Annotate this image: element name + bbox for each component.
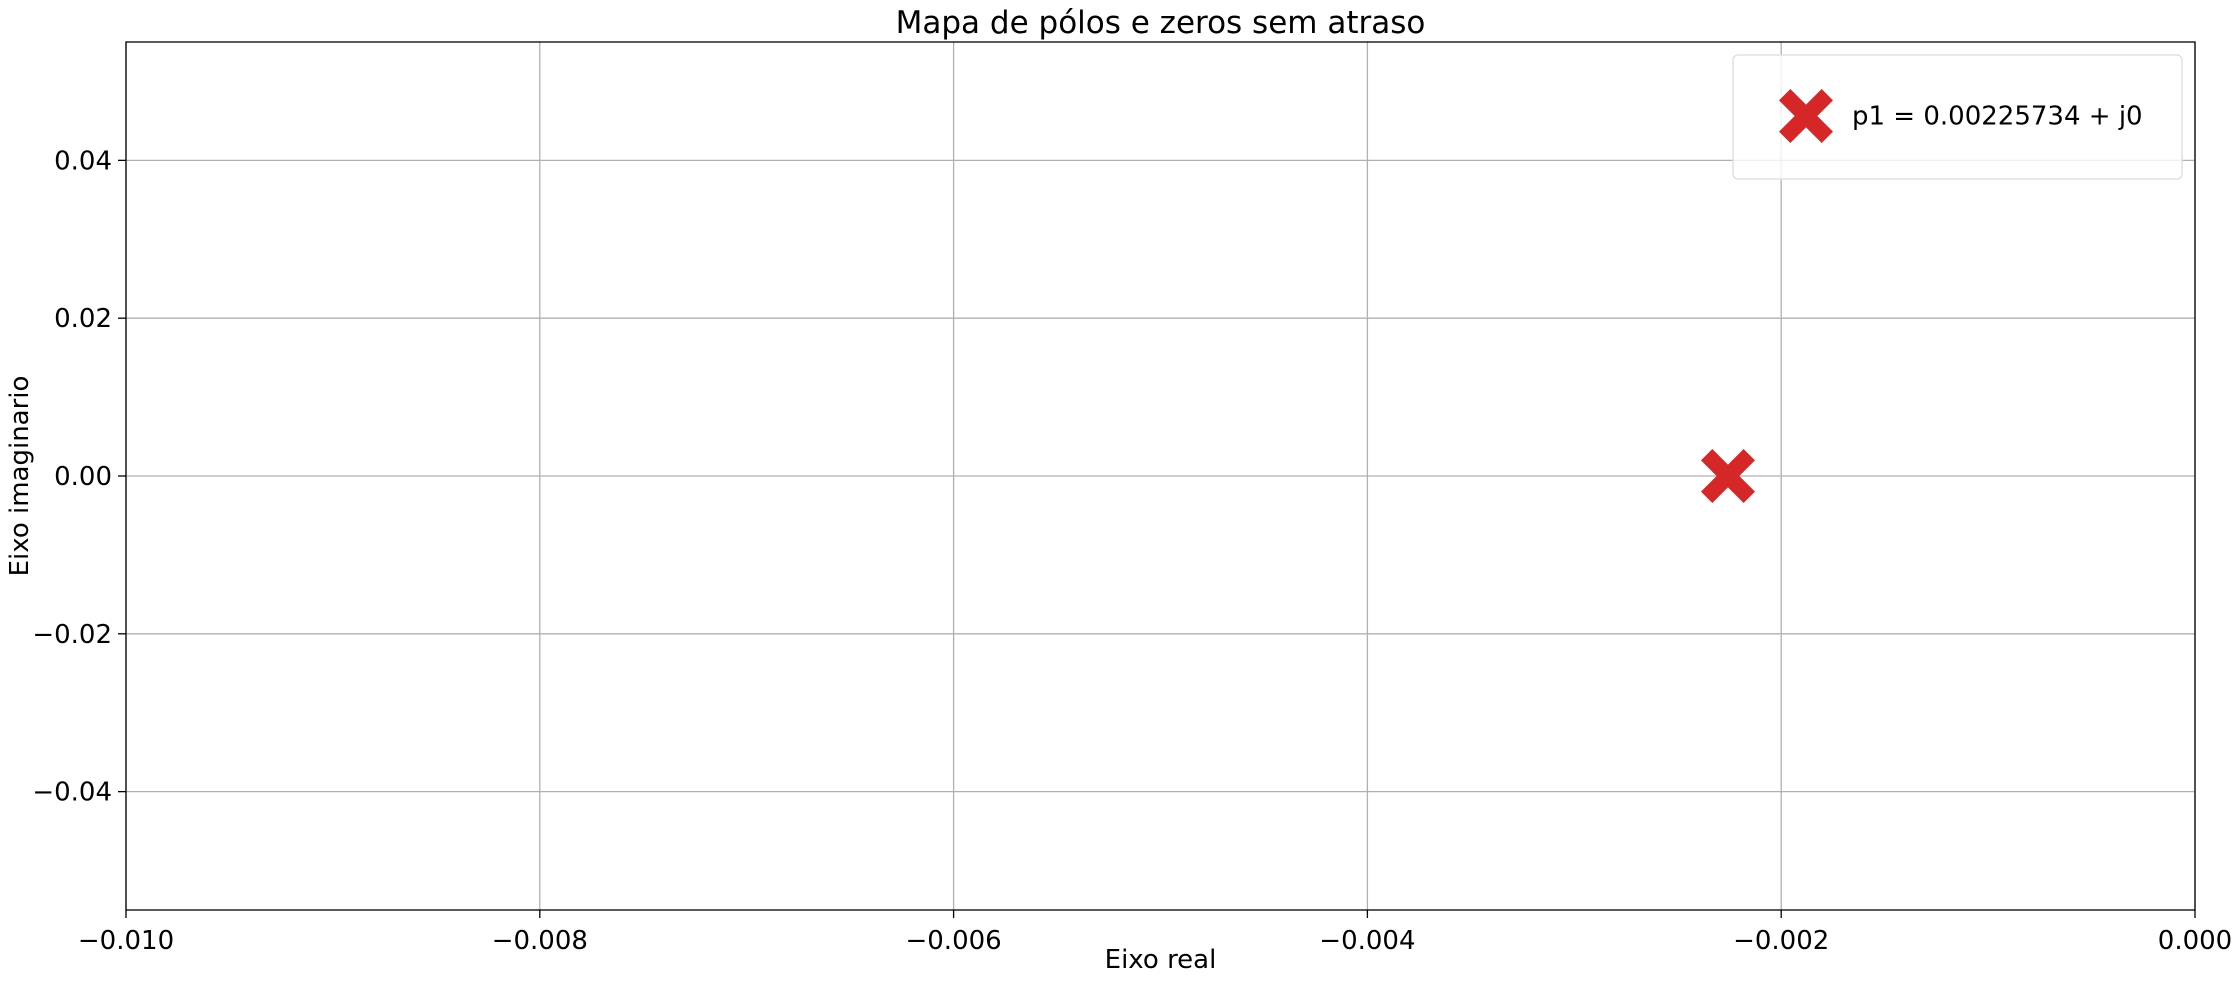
x-axis-label: Eixo real	[1105, 945, 1217, 975]
y-tick-label: −0.02	[32, 620, 112, 650]
x-tick-label: −0.008	[492, 926, 588, 956]
y-tick-label: 0.02	[54, 304, 112, 334]
x-tick-label: −0.010	[78, 926, 174, 956]
x-axis-ticks: −0.010 −0.008 −0.006 −0.004 −0.002 0.000	[78, 910, 2232, 956]
legend: p1 = 0.00225734 + j0	[1732, 54, 2183, 180]
pole-marker	[1700, 449, 1755, 503]
y-axis-label: Eixo imaginario	[5, 376, 35, 577]
y-tick-label: −0.04	[32, 778, 112, 808]
x-tick-label: −0.004	[1319, 926, 1415, 956]
x-tick-label: −0.002	[1733, 926, 1829, 956]
data-series	[1700, 449, 1755, 503]
legend-label: p1 = 0.00225734 + j0	[1852, 102, 2143, 132]
y-tick-label: 0.04	[54, 146, 112, 176]
legend-marker-x-icon	[1779, 89, 1833, 143]
y-axis-ticks: 0.04 0.02 0.00 −0.02 −0.04	[32, 146, 126, 808]
x-tick-label: 0.000	[2158, 926, 2232, 956]
legend-box	[1732, 54, 2183, 180]
chart-title: Mapa de pólos e zeros sem atraso	[896, 5, 1426, 41]
y-tick-label: 0.00	[54, 462, 112, 492]
x-tick-label: −0.006	[905, 926, 1001, 956]
legend-marker-shape	[1779, 89, 1833, 143]
